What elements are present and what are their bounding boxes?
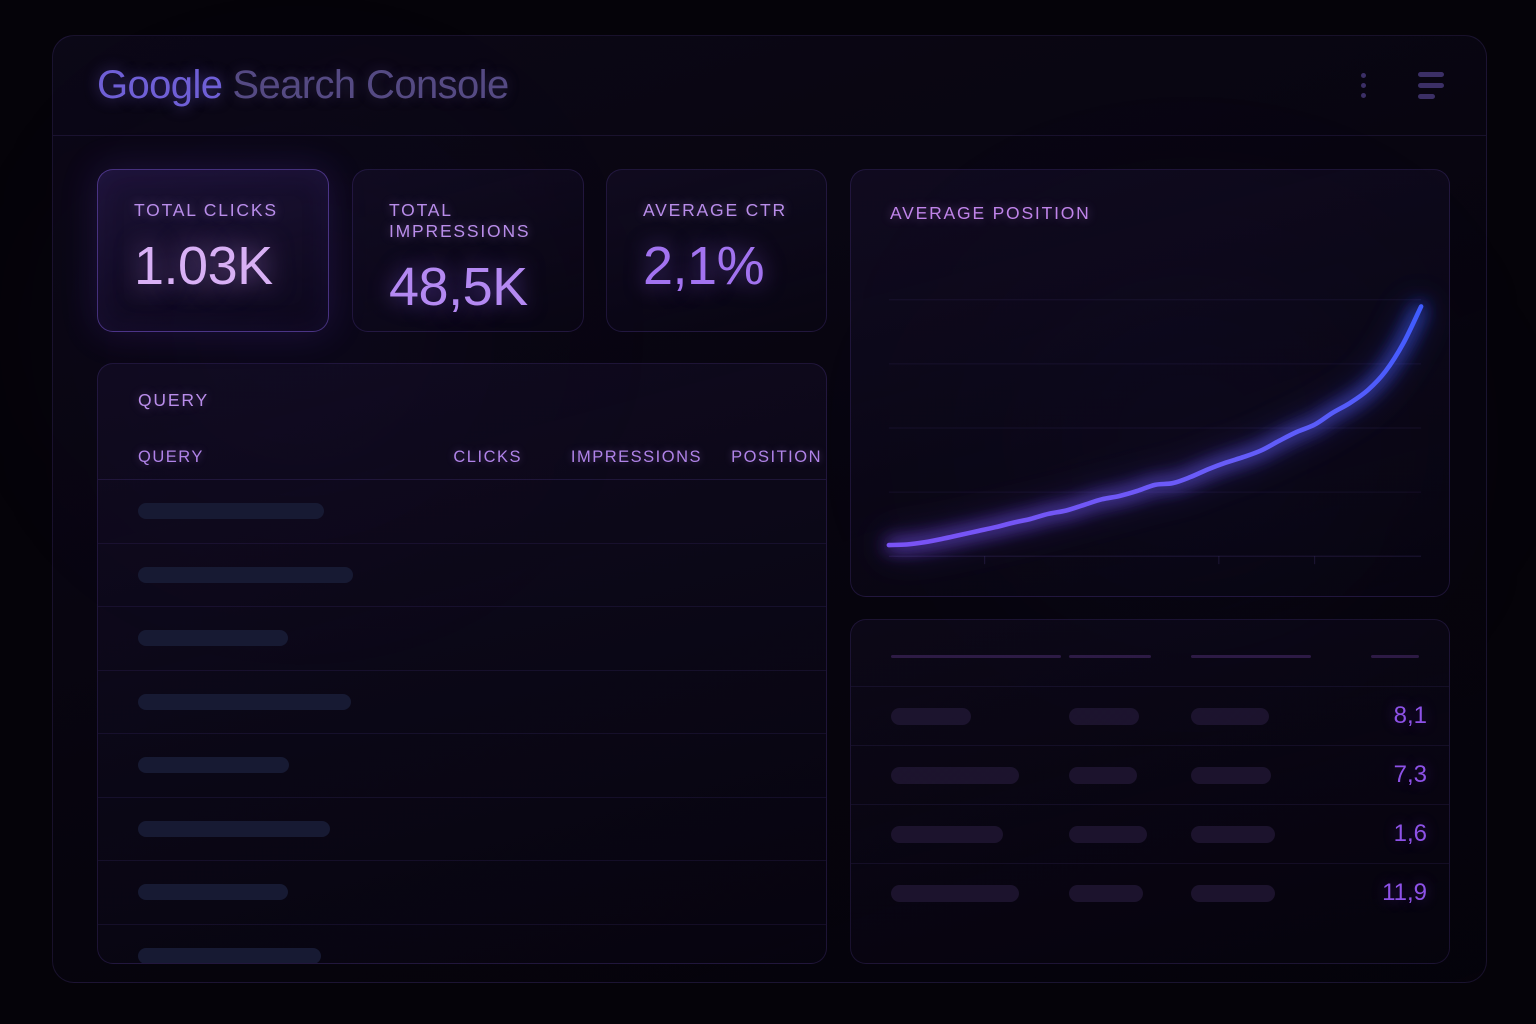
chart-gridlines: [888, 299, 1422, 557]
redacted-cell-bar: [1191, 766, 1271, 784]
table-row[interactable]: [98, 861, 826, 925]
panel-title: QUERY: [138, 390, 209, 410]
secondary-position-value: 8,1: [1393, 702, 1427, 729]
query-table: QUERY CLICKS IMPRESSIONS POSITION: [98, 436, 826, 963]
redacted-cell-bar: [1069, 766, 1137, 784]
hamburger-menu-icon[interactable]: [1414, 68, 1448, 103]
secondary-position-value: 11,9: [1382, 879, 1427, 906]
redacted-query-bar: [138, 630, 288, 647]
redacted-cell-bar: [891, 825, 1003, 843]
secondary-table-row[interactable]: 11,9: [851, 863, 1449, 922]
redacted-query-bar: [138, 566, 353, 583]
secondary-table-panel: 8,1 7,3 1,6 11,9: [850, 619, 1450, 964]
query-cell: [138, 566, 353, 583]
table-header-row: QUERY CLICKS IMPRESSIONS POSITION: [98, 436, 826, 480]
redacted-cell-bar: [1069, 884, 1143, 902]
table-row[interactable]: [98, 480, 826, 544]
brand-product-text: Search Console: [232, 63, 509, 107]
redacted-header-bar: [891, 654, 1061, 658]
kpi-card-total-impressions[interactable]: TOTAL IMPRESSIONS 48,5K: [352, 169, 584, 332]
redacted-header-bar: [1191, 654, 1311, 658]
table-row[interactable]: [98, 798, 826, 861]
table-row[interactable]: [98, 925, 826, 963]
query-cell: [138, 503, 352, 520]
kpi-value: 48,5K: [389, 257, 528, 317]
query-cell: [138, 820, 352, 837]
table-row[interactable]: [98, 671, 826, 734]
chart-axis-ticks: [888, 555, 1422, 565]
redacted-query-bar: [138, 503, 324, 520]
table-row[interactable]: [98, 607, 826, 671]
query-cell: [138, 693, 352, 710]
redacted-query-bar: [138, 884, 288, 901]
secondary-table-body: 8,1 7,3 1,6 11,9: [851, 686, 1449, 922]
average-position-chart-panel: AVERAGE POSITION: [850, 169, 1450, 597]
redacted-cell-bar: [1191, 825, 1275, 843]
dashboard-window: Google Search Console TOTAL CLICKS 1.03K …: [52, 35, 1487, 983]
secondary-position-value: 7,3: [1393, 761, 1427, 788]
query-table-panel: QUERY QUERY CLICKS IMPRESSIONS POSITION: [97, 363, 827, 964]
kpi-value: 2,1%: [643, 236, 765, 296]
secondary-position-value: 1,6: [1393, 820, 1427, 847]
chart-line-glow: [883, 301, 1427, 551]
redacted-header-bar: [1069, 654, 1151, 658]
secondary-table-row[interactable]: 8,1: [851, 686, 1449, 745]
column-header-clicks[interactable]: CLICKS: [453, 448, 522, 466]
redacted-cells: [891, 825, 1357, 843]
header-actions: [1357, 68, 1448, 103]
kpi-value: 1.03K: [134, 236, 273, 296]
app-brand: Google Search Console: [97, 63, 509, 108]
redacted-header-bar: [1371, 654, 1419, 658]
kpi-label: AVERAGE CTR: [643, 200, 787, 220]
redacted-query-bar: [138, 820, 330, 837]
redacted-cell-bar: [891, 884, 1019, 902]
column-header-query[interactable]: QUERY: [138, 448, 204, 466]
kebab-menu-icon[interactable]: [1357, 69, 1370, 102]
redacted-cells: [891, 707, 1357, 725]
query-cell: [138, 884, 352, 901]
column-header-position[interactable]: POSITION: [731, 448, 822, 466]
chart-title: AVERAGE POSITION: [890, 203, 1091, 223]
kpi-label: TOTAL CLICKS: [134, 200, 278, 220]
chart-line: [886, 304, 1424, 548]
secondary-table-row[interactable]: 7,3: [851, 745, 1449, 804]
redacted-cell-bar: [1191, 707, 1269, 725]
redacted-cells: [891, 766, 1357, 784]
redacted-query-bar: [138, 757, 289, 774]
redacted-cell-bar: [891, 707, 971, 725]
column-header-impressions[interactable]: IMPRESSIONS: [570, 448, 702, 466]
brand-google-text: Google: [97, 63, 223, 107]
redacted-cell-bar: [1191, 884, 1275, 902]
kpi-label: TOTAL IMPRESSIONS: [389, 200, 531, 241]
query-cell: [138, 948, 352, 963]
app-header: Google Search Console: [53, 36, 1486, 136]
average-position-line-chart: [883, 299, 1427, 565]
query-cell: [138, 757, 352, 774]
table-row[interactable]: [98, 544, 826, 607]
query-cell: [138, 630, 352, 647]
redacted-query-bar: [138, 693, 351, 710]
redacted-cells: [891, 884, 1357, 902]
redacted-cell-bar: [1069, 825, 1147, 843]
table-row[interactable]: [98, 734, 826, 798]
redacted-query-bar: [138, 948, 321, 963]
secondary-table-row[interactable]: 1,6: [851, 804, 1449, 863]
kpi-card-average-ctr[interactable]: AVERAGE CTR 2,1%: [606, 169, 827, 332]
kpi-card-total-clicks[interactable]: TOTAL CLICKS 1.03K: [97, 169, 329, 332]
redacted-cell-bar: [1069, 707, 1139, 725]
secondary-table-header: [891, 654, 1427, 658]
redacted-cell-bar: [891, 766, 1019, 784]
query-table-body: [98, 480, 826, 963]
